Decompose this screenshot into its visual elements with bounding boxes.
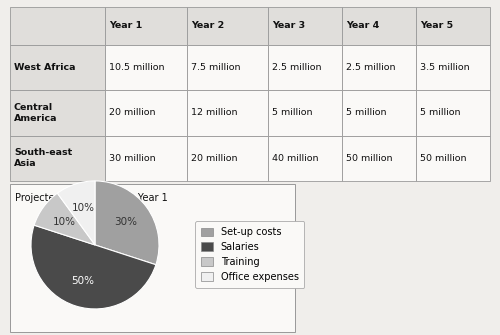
Bar bbox=[416, 45, 490, 90]
Bar bbox=[105, 90, 186, 136]
Text: 40 million: 40 million bbox=[272, 154, 319, 163]
Text: 50%: 50% bbox=[72, 276, 94, 286]
Bar bbox=[105, 45, 186, 90]
Text: West Africa: West Africa bbox=[14, 63, 76, 72]
Text: 30 million: 30 million bbox=[109, 154, 156, 163]
Text: 10%: 10% bbox=[52, 217, 76, 227]
Text: 10%: 10% bbox=[72, 203, 94, 213]
Bar bbox=[268, 136, 342, 181]
Text: 20 million: 20 million bbox=[190, 154, 237, 163]
Text: Year 2: Year 2 bbox=[190, 21, 224, 30]
Text: Central
America: Central America bbox=[14, 103, 58, 123]
Text: 3.5 million: 3.5 million bbox=[420, 63, 470, 72]
Text: Year 1: Year 1 bbox=[109, 21, 142, 30]
Bar bbox=[10, 7, 105, 45]
Bar bbox=[10, 184, 295, 332]
Bar bbox=[186, 7, 268, 45]
Text: 2.5 million: 2.5 million bbox=[272, 63, 322, 72]
Text: 5 million: 5 million bbox=[420, 109, 461, 118]
Bar bbox=[186, 45, 268, 90]
Text: 30%: 30% bbox=[114, 217, 138, 227]
Wedge shape bbox=[95, 181, 159, 265]
Bar bbox=[186, 136, 268, 181]
Bar bbox=[416, 136, 490, 181]
Bar bbox=[268, 90, 342, 136]
Text: Year 3: Year 3 bbox=[272, 21, 306, 30]
Bar bbox=[10, 45, 105, 90]
Bar bbox=[416, 90, 490, 136]
Bar bbox=[342, 136, 416, 181]
Wedge shape bbox=[31, 225, 156, 309]
Legend: Set-up costs, Salaries, Training, Office expenses: Set-up costs, Salaries, Training, Office… bbox=[196, 221, 304, 288]
Bar bbox=[186, 90, 268, 136]
Text: Year 5: Year 5 bbox=[420, 21, 454, 30]
Bar bbox=[416, 7, 490, 45]
Bar bbox=[268, 7, 342, 45]
Text: 50 million: 50 million bbox=[420, 154, 467, 163]
Bar bbox=[342, 90, 416, 136]
Wedge shape bbox=[58, 181, 95, 245]
Text: 7.5 million: 7.5 million bbox=[190, 63, 240, 72]
Text: 5 million: 5 million bbox=[346, 109, 387, 118]
Text: 20 million: 20 million bbox=[109, 109, 156, 118]
Bar bbox=[10, 136, 105, 181]
Text: 12 million: 12 million bbox=[190, 109, 237, 118]
Text: 50 million: 50 million bbox=[346, 154, 393, 163]
Wedge shape bbox=[34, 193, 95, 245]
Text: South-east
Asia: South-east Asia bbox=[14, 148, 72, 168]
Text: 5 million: 5 million bbox=[272, 109, 313, 118]
Bar bbox=[10, 90, 105, 136]
Bar bbox=[342, 45, 416, 90]
Bar bbox=[105, 7, 186, 45]
Bar bbox=[342, 7, 416, 45]
Bar bbox=[268, 45, 342, 90]
Bar bbox=[105, 136, 186, 181]
Text: Projected expenditure in Year 1: Projected expenditure in Year 1 bbox=[15, 193, 168, 203]
Text: 2.5 million: 2.5 million bbox=[346, 63, 396, 72]
Text: 10.5 million: 10.5 million bbox=[109, 63, 164, 72]
Text: Year 4: Year 4 bbox=[346, 21, 380, 30]
